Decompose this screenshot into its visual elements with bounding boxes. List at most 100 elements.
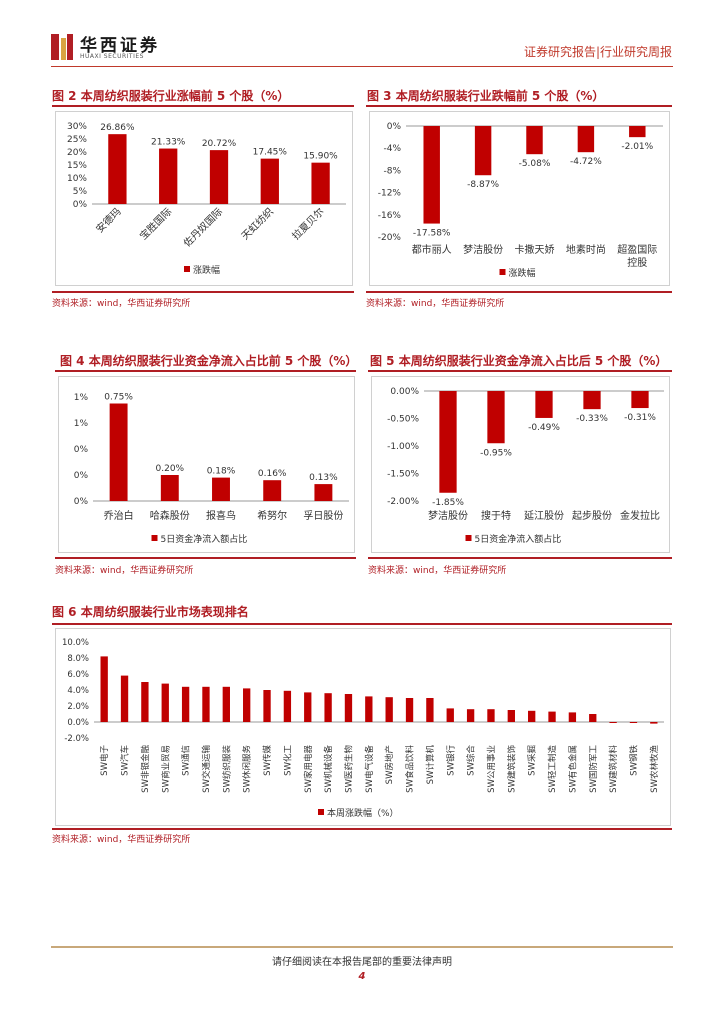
x-tick-label: SW采掘 <box>527 745 538 776</box>
bar-SW非银金融 <box>141 682 149 722</box>
y-tick-label: 0.0% <box>67 718 89 728</box>
bar-SW电子 <box>100 656 108 722</box>
legend-swatch <box>318 809 324 815</box>
x-tick-label: 佐丹奴国际 <box>181 205 226 250</box>
fig6-chart-box: -2.0% 0.0% 2.0% 4.0% 6.0% 8.0% 10.0% SW电子 SW汽车 SW… <box>55 628 671 826</box>
fig2-source: 资料来源：wind，华西证券研究所 <box>52 299 191 309</box>
bar-金发拉比 <box>631 391 649 409</box>
fig5-title: 图 5 本周纺织服装行业资金净流入占比后 5 个股（%） <box>370 354 668 368</box>
x-tick-label: SW计算机 <box>425 745 436 785</box>
data-label: -4.72% <box>570 157 602 167</box>
x-tick-label: 哈森股份 <box>150 509 190 522</box>
x-tick-label: 天虹纺织 <box>238 205 275 242</box>
y-tick-label: 0% <box>387 122 402 132</box>
x-tick-label: SW医药生物 <box>343 745 354 793</box>
data-label: -17.58% <box>413 229 451 239</box>
x-tick-label: 宝胜国际 <box>137 205 174 242</box>
x-tick-label: 都市丽人 <box>412 243 452 256</box>
y-tick-label: -2.0% <box>64 734 89 744</box>
bar-SW汽车 <box>120 675 129 722</box>
fig2-title: 图 2 本周纺织服装行业涨幅前 5 个股（%） <box>52 89 290 103</box>
fig5-source: 资料来源：wind，华西证券研究所 <box>368 566 507 576</box>
x-tick-label: SW银行 <box>445 745 456 776</box>
fig4-top-rule <box>55 370 356 372</box>
fig4-title: 图 4 本周纺织服装行业资金净流入占比前 5 个股（%） <box>60 354 358 368</box>
y-tick-label: 25% <box>67 135 87 145</box>
data-label: 0.16% <box>258 469 287 479</box>
bar-SW建筑装饰 <box>507 710 515 722</box>
bar-SW有色金属 <box>568 712 577 722</box>
bar-希努尔 <box>263 480 282 501</box>
bar-孚日股份 <box>314 484 333 501</box>
data-label: 21.33% <box>151 138 186 148</box>
y-tick-label: 15% <box>67 161 87 171</box>
bar-拉夏贝尔 <box>311 162 330 204</box>
x-tick-label: 梦洁股份 <box>463 243 503 256</box>
x-tick-label: 超盈国际 <box>617 243 657 256</box>
bar-哈森股份 <box>160 475 179 501</box>
y-tick-label: 20% <box>67 148 87 158</box>
fig3-source: 资料来源：wind，华西证券研究所 <box>366 299 505 309</box>
bar-SW家用电器 <box>304 692 312 722</box>
bar-SW计算机 <box>426 698 434 722</box>
x-tick-label: SW钢铁 <box>628 745 639 776</box>
x-tick-label: SW机械设备 <box>323 745 334 793</box>
fig5-chart-box: -2.00% -1.50% -1.00% -0.50% 0.00% -1.85% 梦洁股份 -… <box>371 376 670 553</box>
data-label: -0.95% <box>480 448 512 458</box>
fig3-bottom-rule <box>366 291 672 293</box>
data-label: 0.18% <box>207 467 236 477</box>
fig3-chart: -20% -16% -12% -8% -4% 0% -17.58% 都市丽人 -8.87% 梦洁股… <box>378 122 663 279</box>
data-label: 17.45% <box>253 148 288 158</box>
y-tick-label: 5% <box>73 187 88 197</box>
bar-天虹纺织 <box>260 158 279 204</box>
data-label: 0.13% <box>309 473 338 483</box>
y-tick-label: 4.0% <box>67 686 89 696</box>
brand-name: 华西证券 <box>80 36 160 56</box>
y-tick-label: 2.0% <box>67 702 89 712</box>
bar-SW公用事业 <box>487 709 495 722</box>
x-tick-label: 搜于特 <box>481 509 511 522</box>
fig2-chart: 0% 5% 10% 15% 20% 25% 30% 26.86% 安德玛 21.33% 宝胜国际 20… <box>67 122 346 276</box>
x-tick-label: SW建筑材料 <box>608 745 619 793</box>
data-label: 26.86% <box>100 123 135 133</box>
bar-超盈国际控股 <box>629 126 646 138</box>
fig6-top-rule <box>52 623 672 625</box>
fig2-top-rule <box>52 105 354 107</box>
legend-label: 本周涨跌幅（%） <box>327 807 399 819</box>
bar-SW银行 <box>446 708 454 722</box>
x-tick-label: 希努尔 <box>257 509 287 522</box>
x-tick-label: 乔治白 <box>104 509 134 522</box>
y-tick-label: 6.0% <box>67 670 89 680</box>
x-tick-label: 地素时尚 <box>566 243 606 256</box>
data-label: -0.33% <box>576 414 608 424</box>
fig5-bottom-rule <box>368 557 672 559</box>
fig4-bottom-rule <box>55 557 356 559</box>
footer-divider <box>51 946 673 948</box>
x-tick-label: 安德玛 <box>93 205 123 235</box>
y-tick-label: 10% <box>67 174 87 184</box>
y-tick-label: 0.00% <box>390 387 419 397</box>
data-label: -2.01% <box>621 142 653 152</box>
x-tick-label: 起步股份 <box>572 510 612 522</box>
bar-SW机械设备 <box>324 693 332 722</box>
data-label: -0.49% <box>528 423 560 433</box>
bar-SW钢铁 <box>629 722 638 723</box>
x-tick-label: SW汽车 <box>120 745 131 776</box>
report-type: 证券研究报告|行业研究周报 <box>523 45 672 59</box>
data-label: 0.20% <box>156 464 185 474</box>
bar-搜于特 <box>487 391 505 444</box>
x-tick-label: SW休闲服务 <box>242 745 253 793</box>
y-tick-label: -8% <box>383 166 401 176</box>
fig3-chart-box: -20% -16% -12% -8% -4% 0% -17.58% 都市丽人 -8.87% 梦洁股… <box>369 111 670 286</box>
legend-swatch <box>184 266 190 272</box>
y-tick-label: -1.00% <box>387 442 419 452</box>
data-label: 20.72% <box>202 139 237 149</box>
x-tick-label: 报喜鸟 <box>206 509 236 522</box>
legend-label: 涨跌幅 <box>193 264 220 276</box>
y-tick-label: -2.00% <box>387 497 419 507</box>
bar-SW交通运输 <box>202 686 210 722</box>
y-tick-label: 0% <box>74 445 89 455</box>
x-tick-label: SW轻工制造 <box>547 745 558 793</box>
bar-SW电气设备 <box>365 696 373 722</box>
x-tick-label: 拉夏贝尔 <box>289 205 326 242</box>
